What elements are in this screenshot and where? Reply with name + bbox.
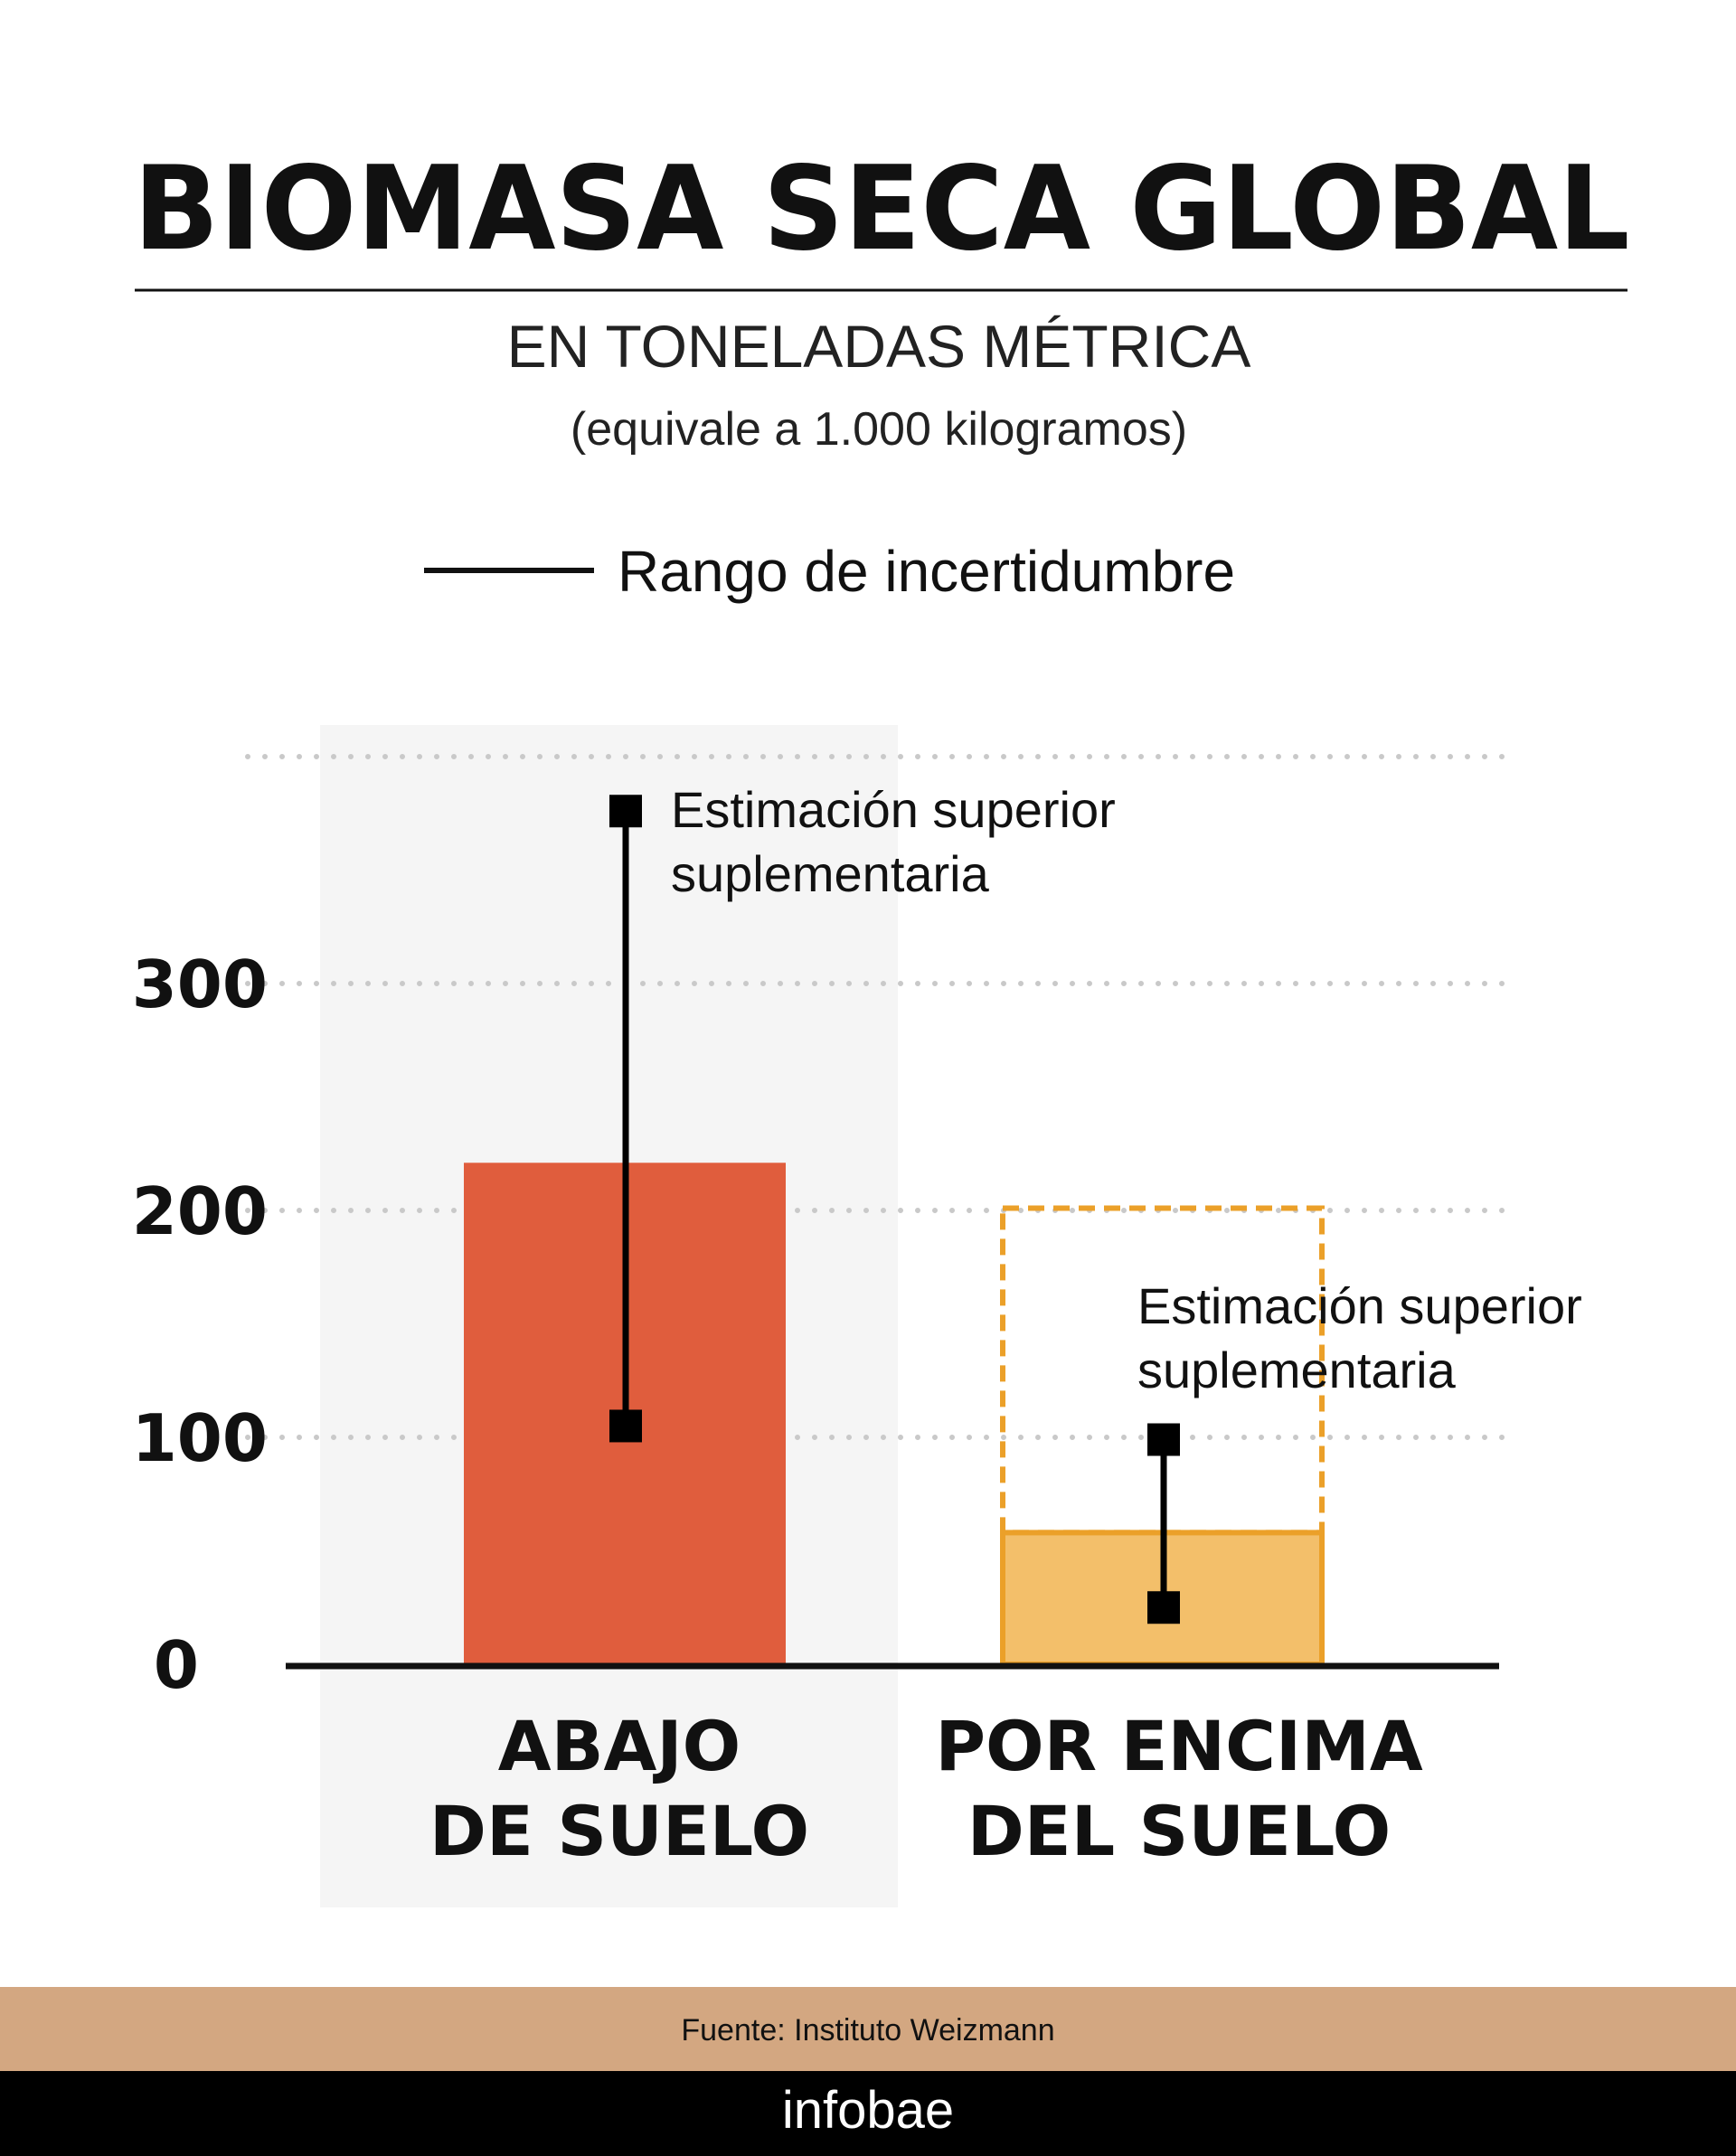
annotation-text: Estimación superior — [1137, 1277, 1582, 1334]
y-tick-label: 300 — [132, 946, 268, 1022]
error-bar-high-marker — [1147, 1423, 1180, 1456]
page-title: BIOMASA SECA GLOBAL — [134, 142, 1630, 277]
category-label: DE SUELO — [429, 1791, 809, 1871]
subtitle: EN TONELADAS MÉTRICA — [507, 313, 1251, 380]
y-tick-label: 0 — [154, 1627, 199, 1703]
legend-label: Rango de incertidumbre — [618, 539, 1235, 604]
source-text: Fuente: Instituto Weizmann — [681, 2013, 1054, 2048]
bar-above-ground-supplementary-estimate — [1000, 1205, 1325, 1536]
category-label: ABAJO — [498, 1706, 741, 1786]
y-tick-label: 200 — [132, 1173, 268, 1249]
annotation-text: Estimación superior — [671, 781, 1116, 838]
error-bar-high-marker — [609, 795, 642, 828]
category-label: POR ENCIMA — [935, 1706, 1422, 1786]
brand-bar — [0, 2071, 1736, 2156]
error-bar-low-marker — [1147, 1591, 1180, 1624]
unit-note: (equivale a 1.000 kilogramos) — [571, 403, 1187, 456]
error-bar-low-marker — [609, 1409, 642, 1443]
y-tick-label: 100 — [132, 1400, 268, 1476]
annotation-text: suplementaria — [1137, 1342, 1457, 1398]
annotation-text: suplementaria — [671, 845, 990, 902]
infobae-logo: infobae — [782, 2081, 954, 2140]
category-label: DEL SUELO — [967, 1791, 1392, 1871]
source-bar — [0, 1987, 1736, 2071]
